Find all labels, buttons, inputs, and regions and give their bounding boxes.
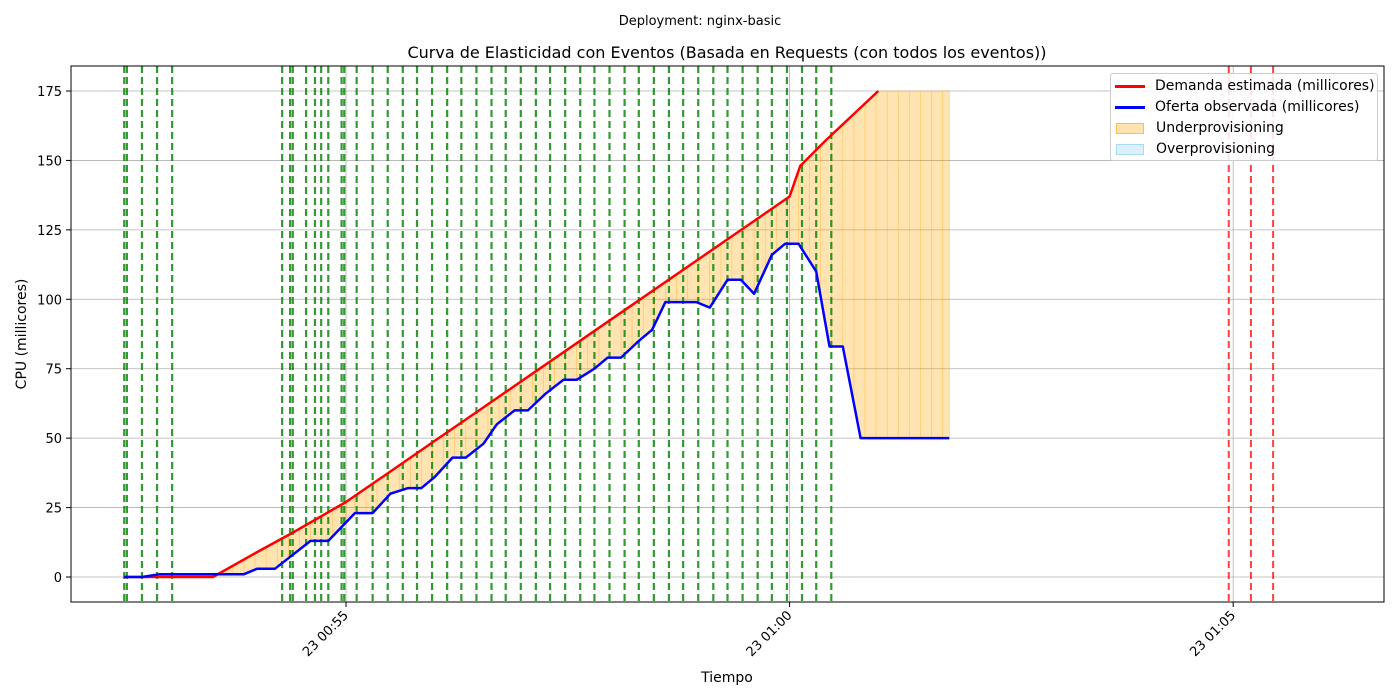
plot-frame [70,65,1385,603]
legend-label-demand: Demanda estimada (millicores) [1155,78,1375,94]
x-tick-label: 23 01:00 [744,608,796,660]
legend-item-supply: Oferta observada (millicores) [1115,97,1359,117]
x-tick-label: 23 01:05 [1187,608,1239,660]
demand-line [124,90,880,579]
y-tick-label: 100 [37,293,62,308]
legend-swatch-underprovisioning [1116,122,1144,134]
y-tick-label: 150 [37,154,62,169]
legend-swatch-demand [1115,84,1145,88]
chart-title: Curva de Elasticidad con Eventos (Basada… [407,43,1046,62]
legend-item-underprovisioning: Underprovisioning [1115,118,1284,138]
y-tick-label: 50 [45,432,62,447]
y-axis-label: CPU (millicores) [14,279,30,390]
series-lines [124,90,950,579]
event-markers [123,66,1275,602]
y-tick-label: 0 [54,571,62,586]
y-tick-label: 75 [45,363,62,378]
x-axis-label: Tiempo [700,670,753,686]
y-tick-label: 175 [37,85,62,100]
x-tick-label: 23 00:55 [300,608,352,660]
y-tick-label: 125 [37,224,62,239]
legend-swatch-overprovisioning [1116,143,1144,155]
legend-item-overprovisioning: Overprovisioning [1115,139,1275,159]
y-tick-label: 25 [45,502,62,517]
supply-line [124,242,950,579]
legend-label-underprovisioning: Underprovisioning [1156,120,1284,136]
legend-item-demand: Demanda estimada (millicores) [1115,76,1375,96]
legend-label-overprovisioning: Overprovisioning [1156,141,1276,157]
legend-swatch-supply [1115,105,1145,109]
legend-label-supply: Oferta observada (millicores) [1155,99,1360,115]
chart-legend: Demanda estimada (millicores) Oferta obs… [1110,73,1378,161]
figure-suptitle: Deployment: nginx-basic [619,14,782,29]
